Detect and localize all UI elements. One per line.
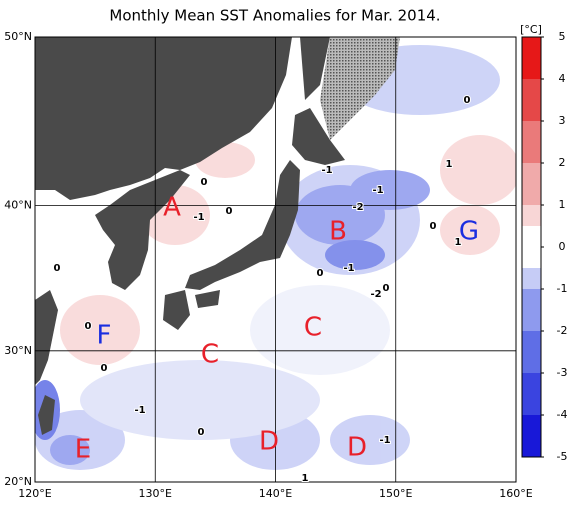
title: Monthly Mean SST Anomalies for Mar. 2014… xyxy=(109,7,440,25)
colorbar-segment xyxy=(522,373,541,415)
lat-tick-label: 20°N xyxy=(4,475,32,488)
colorbar-tick-label: 2 xyxy=(559,156,566,169)
region-label: B xyxy=(329,217,347,247)
region-label: A xyxy=(163,193,181,223)
lat-tick-label: 40°N xyxy=(4,199,32,212)
region-label: G xyxy=(459,217,479,247)
contour-label: 1 xyxy=(302,473,309,484)
region-label: F xyxy=(97,321,112,351)
overlay: 120°E 130°E 140°E 150°E 160°E 20°N 30°N 40°N 50°… xyxy=(4,23,567,500)
contour-label: 1 xyxy=(455,237,462,248)
contour-label: 0 xyxy=(464,95,471,106)
region-label: C xyxy=(304,313,322,343)
lon-tick-label: 150°E xyxy=(379,487,412,500)
contour-label: -1 xyxy=(321,165,332,176)
contour-label: -1 xyxy=(134,405,145,416)
contour-label: -1 xyxy=(193,212,204,223)
region-label: D xyxy=(347,433,367,463)
lon-tick-label: 120°E xyxy=(18,487,51,500)
contour-label: 0 xyxy=(383,283,390,294)
colorbar-tick-label: 3 xyxy=(559,114,566,127)
colorbar-segment xyxy=(522,415,541,457)
colorbar-tick-label: 0 xyxy=(559,240,566,253)
land xyxy=(35,37,345,435)
grid xyxy=(35,37,516,482)
colorbar-segment xyxy=(522,121,541,163)
contour-label: 0 xyxy=(101,363,108,374)
lon-tick-label: 160°E xyxy=(499,487,532,500)
colorbar-tick-label: -4 xyxy=(557,408,568,421)
region-label: E xyxy=(75,435,91,465)
colorbar-segment xyxy=(522,226,541,268)
region-label: C xyxy=(201,340,219,370)
colorbar-tick-label: -1 xyxy=(557,282,568,295)
colorbar-tick-label: -3 xyxy=(557,366,568,379)
colorbar-tick-label: -2 xyxy=(557,324,568,337)
colorbar-tick-label: -5 xyxy=(557,450,568,463)
lon-tick-label: 140°E xyxy=(259,487,292,500)
colorbar-segment xyxy=(522,163,541,205)
contour-label: -1 xyxy=(379,435,390,446)
colorbar-segment xyxy=(522,331,541,373)
contour-label: 0 xyxy=(54,263,61,274)
lon-tick-label: 130°E xyxy=(139,487,172,500)
contour-label: 0 xyxy=(198,427,205,438)
map-area xyxy=(35,37,516,482)
contour-label: 0 xyxy=(317,268,324,279)
contour-label: 0 xyxy=(201,177,208,188)
contour-label: -2 xyxy=(370,289,381,300)
colorbar-unit: [°C] xyxy=(520,23,542,36)
colorbar-segment xyxy=(522,79,541,121)
contour-label: -2 xyxy=(352,202,363,213)
colorbar-tick-label: 5 xyxy=(559,30,566,43)
lat-tick-label: 30°N xyxy=(4,344,32,357)
region-label: D xyxy=(259,427,279,457)
contour-label: 0 xyxy=(430,221,437,232)
colorbar-segment xyxy=(522,37,541,79)
contour-label: 0 xyxy=(226,206,233,217)
colorbar-segment xyxy=(522,205,541,226)
map-frame xyxy=(34,36,517,483)
colorbar-segment xyxy=(522,289,541,331)
contour-label: 0 xyxy=(85,321,92,332)
lat-tick-label: 50°N xyxy=(4,30,32,43)
colorbar-tick-label: 1 xyxy=(559,198,566,211)
contour-label: -1 xyxy=(372,185,383,196)
contour-label: -1 xyxy=(343,263,354,274)
colorbar-tick-label: 4 xyxy=(559,72,566,85)
colorbar-segment xyxy=(522,268,541,289)
contour-label: 1 xyxy=(446,159,453,170)
sea-ice xyxy=(320,37,400,140)
